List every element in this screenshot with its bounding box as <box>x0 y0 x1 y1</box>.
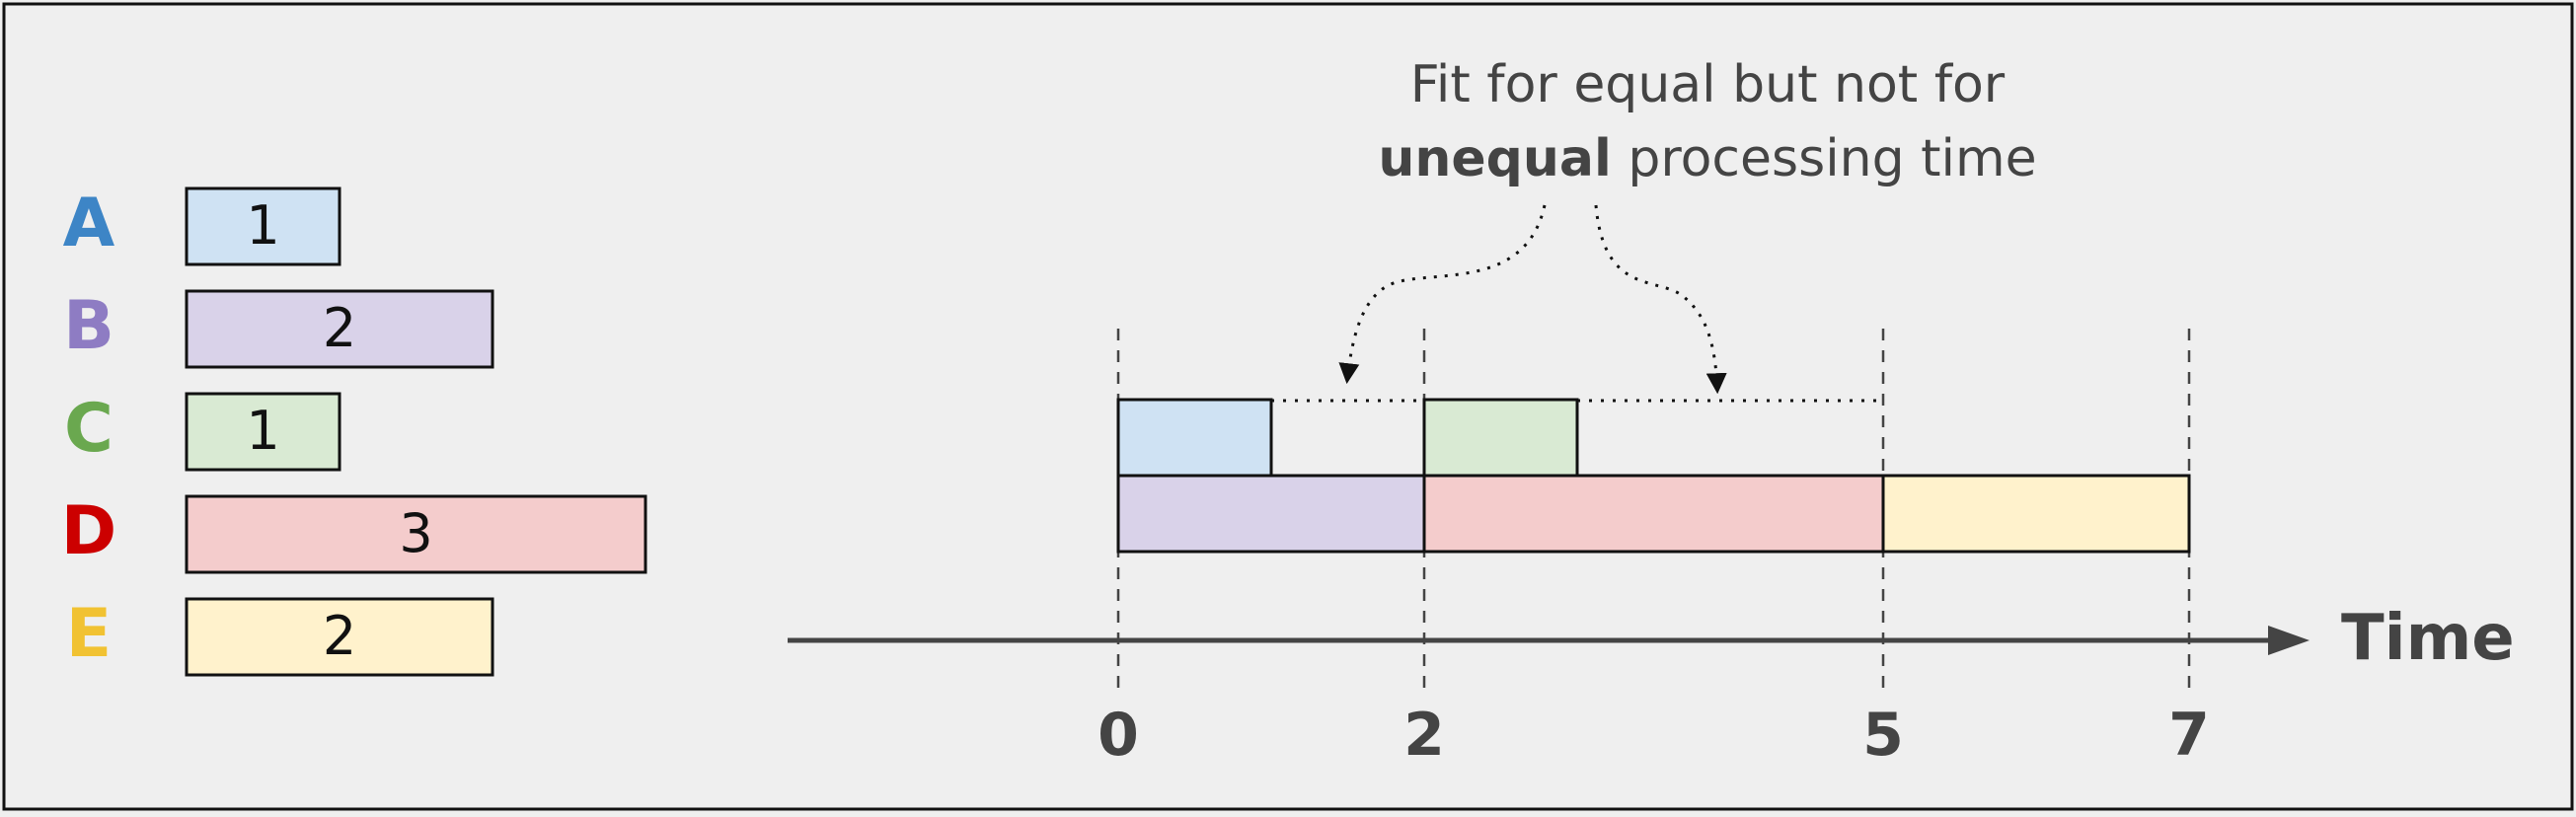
legend-bar-e <box>185 597 494 677</box>
scheduled-task-b <box>1116 474 1426 554</box>
tick-label-2: 2 <box>1403 701 1445 770</box>
left-annotation-arrow <box>1338 204 1547 385</box>
annotation-line-1: Fit for equal but not for <box>1410 55 2006 114</box>
time-axis-arrowhead <box>2268 626 2310 655</box>
tick-label-5: 5 <box>1862 701 1904 770</box>
tick-label-7: 7 <box>2168 701 2210 770</box>
legend-duration-a: 1 <box>246 194 279 257</box>
legend-letter-a: A <box>63 185 115 262</box>
scheduled-task-e <box>1881 474 2191 554</box>
tick-label-0: 0 <box>1098 701 1139 770</box>
annotation: Fit for equal but not for unequal proces… <box>1378 55 2036 188</box>
time-axis-label: Time <box>2341 602 2515 675</box>
right-annotation-arrow <box>1594 204 1727 395</box>
scheduled-task-a <box>1116 398 1273 478</box>
scheduled-task-c <box>1422 398 1579 478</box>
legend-letter-e: E <box>66 595 112 673</box>
annotation-line-2-rest: processing time <box>1612 129 2037 188</box>
legend-bar-a <box>185 186 341 266</box>
legend-duration-b: 2 <box>323 297 356 359</box>
legend-bar-b <box>185 289 494 369</box>
legend-duration-c: 1 <box>246 400 279 462</box>
legend-duration-d: 3 <box>399 502 432 564</box>
annotation-bold-word: unequal <box>1378 129 1611 188</box>
legend-bar-c <box>185 392 341 472</box>
annotation-line-2: unequal processing time <box>1378 129 2036 188</box>
legend-bar-d <box>185 494 647 574</box>
legend-duration-e: 2 <box>323 605 356 667</box>
task-legend: A 1 B 2 C 1 D 3 E 2 <box>61 185 647 677</box>
legend-letter-b: B <box>63 287 114 365</box>
timeline: 0 2 5 7 <box>1098 329 2210 770</box>
legend-letter-d: D <box>61 492 116 570</box>
scheduled-task-d <box>1422 474 1885 554</box>
legend-letter-c: C <box>64 390 114 468</box>
